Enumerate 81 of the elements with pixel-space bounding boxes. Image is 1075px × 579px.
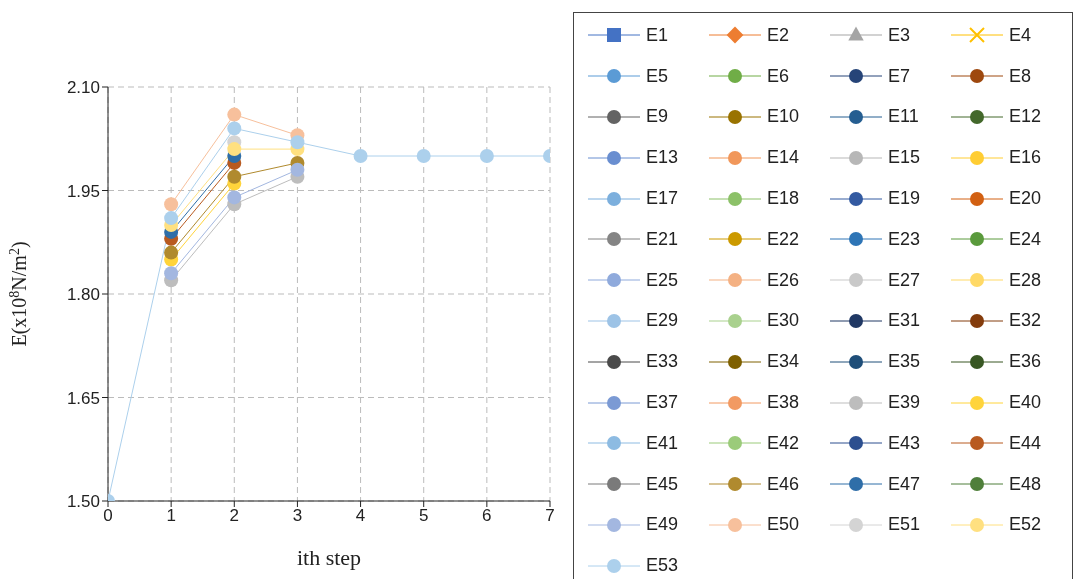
legend-label: E19 (888, 188, 921, 210)
legend-label: E35 (888, 351, 921, 373)
point (164, 211, 179, 226)
legend-label: E20 (1009, 188, 1042, 210)
legend-label: E46 (767, 473, 800, 495)
legend-label: E39 (888, 392, 921, 414)
y-tick-label: 1.50 (66, 492, 100, 512)
legend-label: E31 (888, 310, 921, 332)
legend-label: E7 (888, 65, 911, 87)
point (164, 197, 179, 212)
legend-label: E28 (1009, 269, 1042, 291)
point (227, 142, 242, 157)
legend-label: E41 (646, 432, 679, 454)
legend-label: E42 (767, 432, 800, 454)
x-tick-label: 3 (292, 506, 303, 526)
legend-label: E45 (646, 473, 679, 495)
legend-label: E6 (767, 65, 790, 87)
legend-label: E21 (646, 228, 679, 250)
x-tick-label: 6 (482, 506, 492, 526)
legend-label: E29 (646, 310, 679, 332)
point (479, 149, 494, 163)
legend-label: E5 (646, 65, 669, 87)
legend-label: E38 (767, 392, 800, 414)
legend-label: E26 (767, 269, 800, 291)
x-tick-label: 0 (103, 506, 113, 526)
legend-label: E3 (888, 24, 911, 46)
legend-label: E4 (1009, 24, 1032, 46)
legend-label: E1 (646, 24, 669, 46)
legend-label: E44 (1009, 432, 1042, 454)
x-tick-label: 7 (545, 506, 555, 526)
point (290, 135, 305, 150)
legend-label: E48 (1009, 473, 1042, 495)
legend-label: E10 (767, 106, 800, 128)
point (227, 169, 242, 184)
legend-label: E34 (767, 351, 800, 373)
point (227, 190, 242, 205)
x-tick-label: 5 (418, 506, 429, 526)
legend-label: E23 (888, 228, 921, 250)
legend-label: E16 (1009, 147, 1042, 169)
legend-label: E43 (888, 432, 921, 454)
legend-label: E25 (646, 269, 679, 291)
legend-label: E9 (646, 106, 669, 128)
legend-label: E27 (888, 269, 921, 291)
legend-label: E30 (767, 310, 800, 332)
legend-label: E14 (767, 147, 800, 169)
x-tick-label: 4 (355, 506, 366, 526)
point (290, 162, 305, 177)
legend-label: E47 (888, 473, 921, 495)
point (227, 107, 242, 122)
point (416, 149, 431, 163)
y-tick-label: 1.65 (66, 388, 100, 408)
point (353, 149, 368, 163)
legend-label: E50 (767, 514, 800, 536)
legend-label: E51 (888, 514, 921, 536)
y-tick-label: 1.95 (66, 181, 100, 201)
legend-label: E33 (646, 351, 679, 373)
point (164, 245, 179, 260)
point (164, 266, 179, 281)
legend-label: E49 (646, 514, 679, 536)
y-tick-label: 2.10 (66, 78, 100, 98)
y-tick-label: 1.80 (66, 285, 100, 305)
legend-label: E52 (1009, 514, 1042, 536)
legend-label: E24 (1009, 228, 1042, 250)
x-tick-label: 1 (166, 506, 176, 526)
x-tick-label: 2 (229, 506, 240, 526)
legend-label: E2 (767, 24, 790, 46)
legend-label: E13 (646, 147, 679, 169)
legend-label: E22 (767, 228, 800, 250)
legend-label: E53 (646, 555, 679, 577)
legend-label: E12 (1009, 106, 1042, 128)
legend-label: E15 (888, 147, 921, 169)
x-axis-title: ith step (296, 545, 362, 570)
legend-label: E8 (1009, 65, 1032, 87)
legend-label: E40 (1009, 392, 1042, 414)
legend-label: E18 (767, 188, 800, 210)
legend-label: E36 (1009, 351, 1042, 373)
legend-label: E11 (888, 106, 919, 128)
legend-label: E17 (646, 188, 679, 210)
point (227, 121, 242, 136)
legend-label: E37 (646, 392, 679, 414)
legend-label: E32 (1009, 310, 1042, 332)
